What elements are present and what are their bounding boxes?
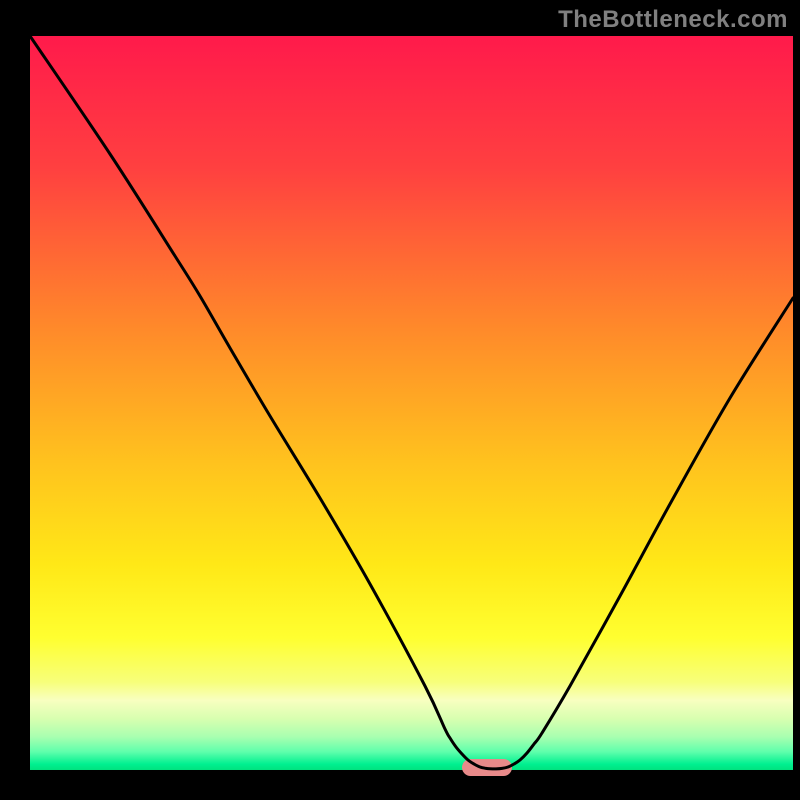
chart-frame: TheBottleneck.com — [0, 0, 800, 800]
plot-area — [30, 36, 793, 770]
watermark-text: TheBottleneck.com — [558, 6, 788, 34]
bottleneck-curve — [30, 36, 793, 770]
